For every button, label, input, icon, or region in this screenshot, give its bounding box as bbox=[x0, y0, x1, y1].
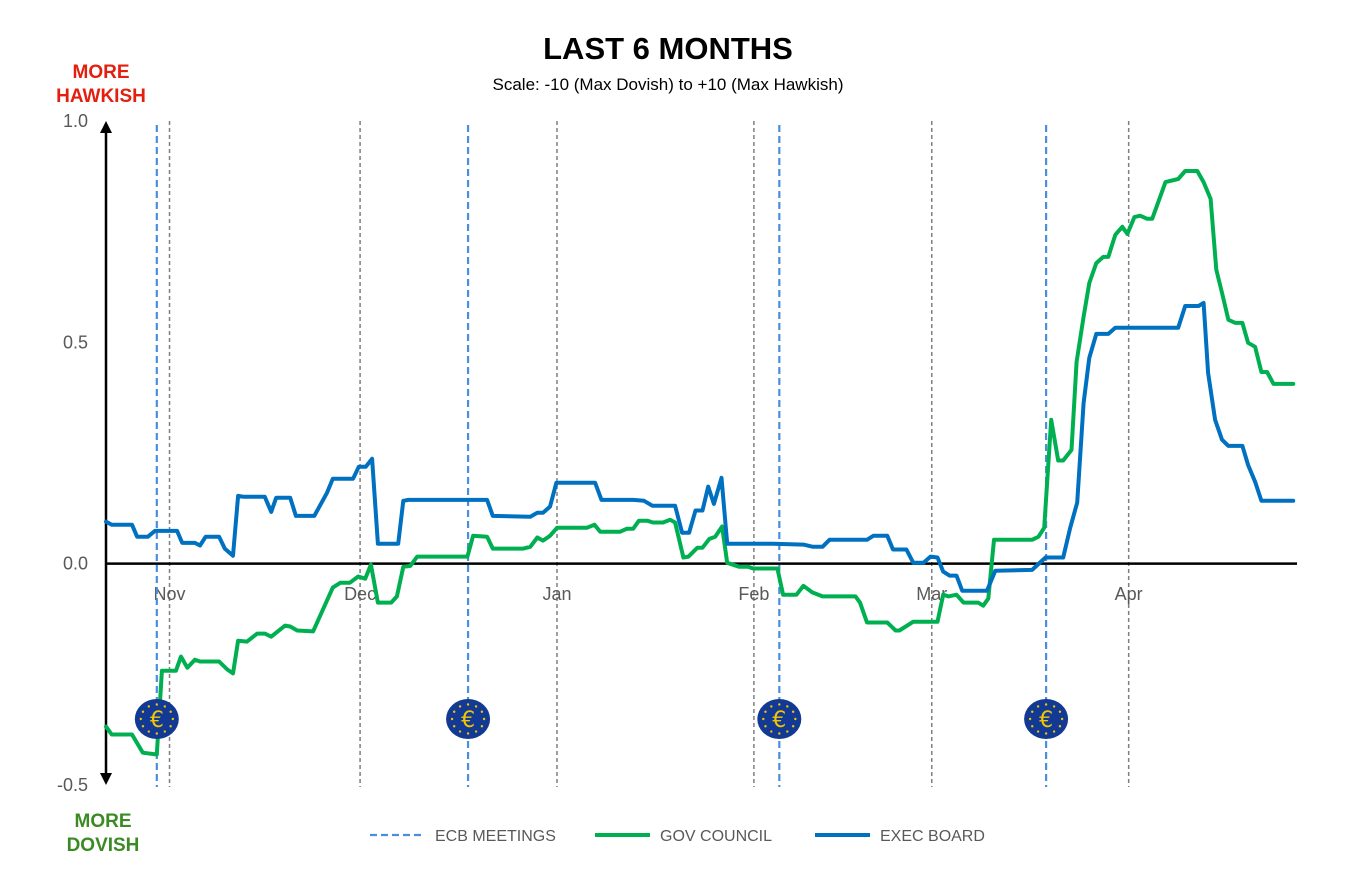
ecb-euro-icon: € bbox=[1024, 699, 1069, 739]
star-icon bbox=[141, 710, 145, 713]
star-icon bbox=[764, 725, 767, 728]
ecb-meeting-lines bbox=[155, 125, 1048, 787]
ecb-euro-icon: € bbox=[134, 699, 179, 739]
x-tick-label: Jan bbox=[542, 584, 571, 604]
euro-symbol-icon: € bbox=[150, 708, 164, 733]
ecb-meeting-markers: € € € € bbox=[134, 699, 1069, 739]
y-tick-label: 0.5 bbox=[63, 332, 88, 352]
star-icon bbox=[1052, 705, 1056, 708]
star-icon bbox=[764, 710, 767, 713]
star-icon bbox=[458, 730, 462, 733]
euro-icon-disc bbox=[757, 699, 802, 739]
star-icon bbox=[1044, 732, 1048, 735]
legend-item-ecb-meetings: ECB MEETINGS bbox=[370, 828, 556, 845]
star-icon bbox=[1036, 730, 1040, 733]
star-icon bbox=[786, 730, 789, 733]
series-lines bbox=[104, 169, 1296, 757]
star-icon bbox=[458, 705, 462, 708]
star-icon bbox=[762, 717, 765, 721]
star-icon bbox=[480, 725, 484, 728]
star-icon bbox=[474, 730, 478, 733]
star-icon bbox=[169, 725, 172, 728]
star-icon bbox=[466, 703, 470, 706]
star-icon bbox=[1036, 705, 1040, 708]
star-icon bbox=[450, 717, 454, 721]
star-icon bbox=[155, 732, 159, 735]
star-icon bbox=[466, 732, 470, 735]
legend-label: GOV COUNCIL bbox=[660, 828, 772, 845]
euro-icon-disc bbox=[1024, 699, 1069, 739]
x-tick-label: Dec bbox=[344, 584, 376, 604]
star-icon bbox=[453, 725, 456, 728]
x-tick-label: Apr bbox=[1115, 584, 1143, 604]
star-icon bbox=[1060, 717, 1064, 721]
star-icon bbox=[1052, 730, 1056, 733]
more-dovish-label-line2: DOVISH bbox=[67, 835, 140, 856]
axes: 1.0 0.5 0.0 -0.5 bbox=[57, 111, 1297, 795]
x-tick-label: Feb bbox=[738, 584, 769, 604]
star-icon bbox=[453, 710, 456, 713]
star-icon bbox=[482, 717, 486, 721]
x-tick-label: Nov bbox=[154, 584, 186, 604]
star-icon bbox=[1031, 725, 1034, 728]
star-icon bbox=[474, 705, 478, 708]
star-icon bbox=[1058, 710, 1062, 713]
series-line-exec-board bbox=[104, 300, 1296, 593]
month-gridlines: Nov Dec Jan Feb Mar Apr bbox=[154, 121, 1143, 787]
star-icon bbox=[169, 710, 172, 713]
euro-symbol-icon: € bbox=[461, 708, 475, 733]
euro-icon-disc bbox=[446, 699, 491, 739]
star-icon bbox=[171, 717, 175, 721]
star-icon bbox=[1028, 717, 1032, 721]
star-icon bbox=[139, 717, 143, 721]
euro-symbol-icon: € bbox=[1039, 708, 1053, 733]
star-icon bbox=[791, 710, 795, 713]
euro-symbol-icon: € bbox=[772, 708, 786, 733]
star-icon bbox=[786, 705, 789, 708]
legend: ECB MEETINGS GOV COUNCIL EXEC BOARD bbox=[370, 828, 985, 845]
more-hawkish-label-line1: MORE bbox=[73, 62, 130, 83]
star-icon bbox=[141, 725, 145, 728]
star-icon bbox=[778, 703, 781, 706]
arrow-up-icon bbox=[100, 121, 112, 133]
star-icon bbox=[163, 705, 167, 708]
star-icon bbox=[1058, 725, 1062, 728]
legend-label: EXEC BOARD bbox=[880, 828, 985, 845]
chart-title: LAST 6 MONTHS bbox=[543, 31, 793, 66]
star-icon bbox=[794, 717, 797, 721]
star-icon bbox=[1044, 703, 1048, 706]
chart-subtitle: Scale: -10 (Max Dovish) to +10 (Max Hawk… bbox=[493, 75, 844, 94]
euro-icon-disc bbox=[134, 699, 179, 739]
star-icon bbox=[1031, 710, 1034, 713]
star-icon bbox=[770, 730, 773, 733]
more-hawkish-label-line2: HAWKISH bbox=[56, 86, 146, 107]
y-tick-label: -0.5 bbox=[57, 775, 88, 795]
star-icon bbox=[147, 705, 151, 708]
star-icon bbox=[163, 730, 167, 733]
y-tick-label: 1.0 bbox=[63, 111, 88, 131]
star-icon bbox=[778, 732, 781, 735]
star-icon bbox=[791, 725, 795, 728]
star-icon bbox=[155, 703, 159, 706]
ecb-euro-icon: € bbox=[757, 699, 802, 739]
more-dovish-label-line1: MORE bbox=[75, 811, 132, 832]
ecb-euro-icon: € bbox=[446, 699, 491, 739]
star-icon bbox=[147, 730, 151, 733]
legend-item-gov-council: GOV COUNCIL bbox=[595, 828, 772, 845]
legend-label: ECB MEETINGS bbox=[435, 828, 556, 845]
x-tick-label: Mar bbox=[916, 584, 947, 604]
legend-item-exec-board: EXEC BOARD bbox=[815, 828, 985, 845]
arrow-down-icon bbox=[100, 773, 112, 785]
y-tick-label: 0.0 bbox=[63, 554, 88, 574]
star-icon bbox=[770, 705, 773, 708]
series-line-gov-council bbox=[104, 169, 1296, 757]
star-icon bbox=[480, 710, 484, 713]
